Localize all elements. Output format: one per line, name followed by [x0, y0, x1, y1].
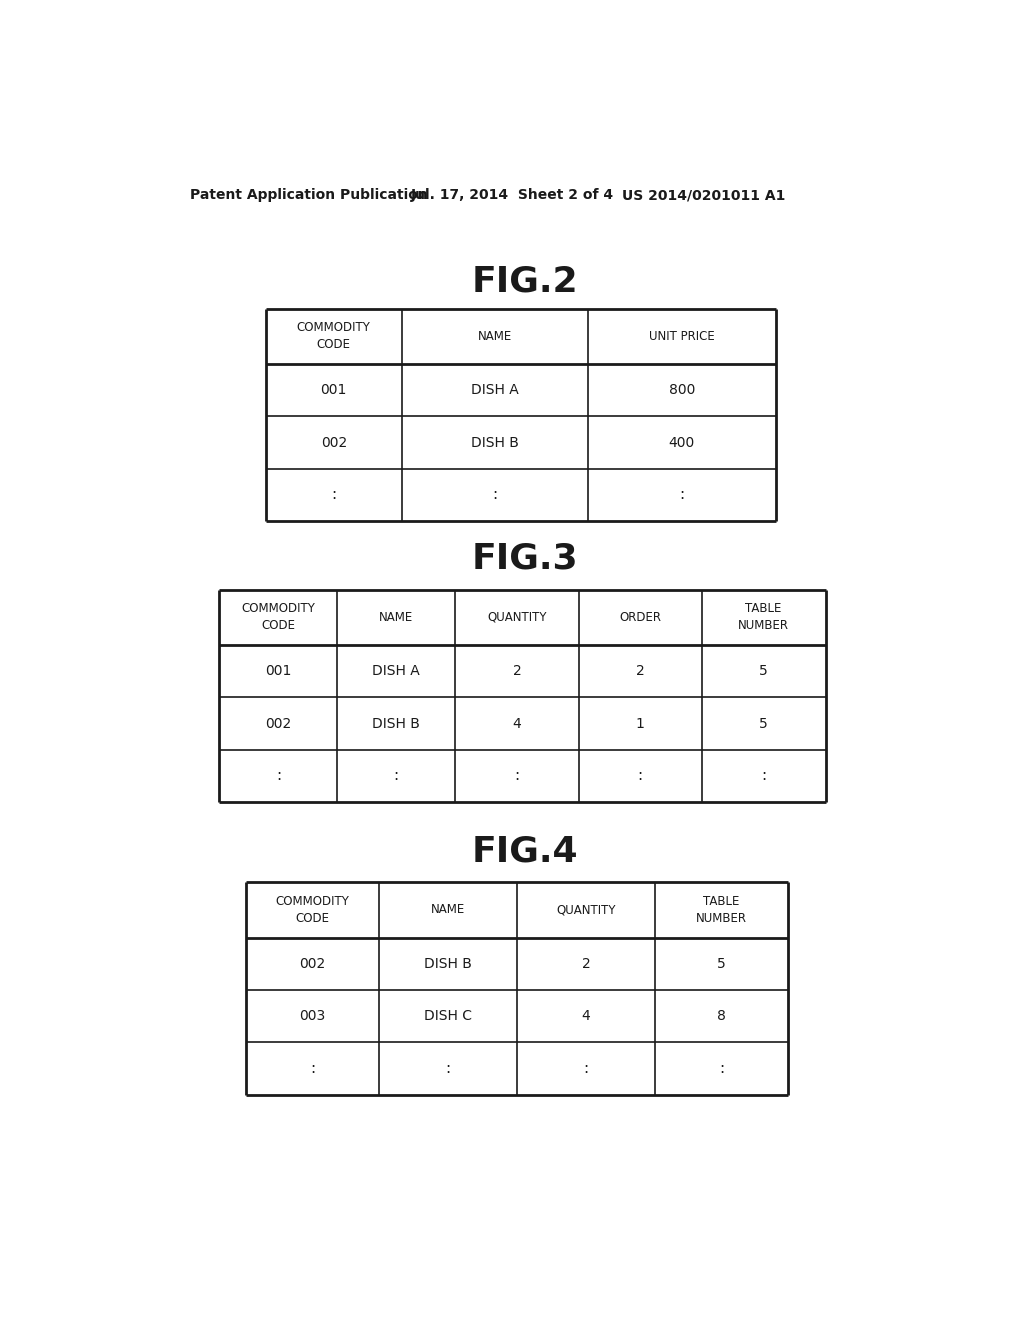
Text: DISH B: DISH B: [471, 436, 518, 450]
Text: Patent Application Publication: Patent Application Publication: [190, 189, 428, 202]
Text: 4: 4: [513, 717, 521, 730]
Text: 003: 003: [299, 1010, 326, 1023]
Text: :: :: [310, 1061, 315, 1076]
Text: DISH A: DISH A: [471, 383, 518, 397]
Text: 5: 5: [717, 957, 726, 970]
Text: :: :: [514, 768, 519, 784]
Text: 800: 800: [669, 383, 695, 397]
Text: FIG.3: FIG.3: [471, 541, 579, 576]
Text: TABLE
NUMBER: TABLE NUMBER: [696, 895, 748, 925]
Text: FIG.2: FIG.2: [471, 264, 579, 298]
Text: :: :: [719, 1061, 724, 1076]
Text: 4: 4: [582, 1010, 591, 1023]
Text: 5: 5: [759, 664, 768, 678]
Text: 001: 001: [321, 383, 347, 397]
Text: :: :: [761, 768, 766, 784]
Text: :: :: [331, 487, 336, 503]
Text: :: :: [445, 1061, 451, 1076]
Text: 8: 8: [717, 1010, 726, 1023]
Text: COMMODITY
CODE: COMMODITY CODE: [297, 321, 371, 351]
Text: NAME: NAME: [477, 330, 512, 343]
Text: ORDER: ORDER: [620, 611, 662, 624]
Text: :: :: [679, 487, 684, 503]
Text: US 2014/0201011 A1: US 2014/0201011 A1: [623, 189, 785, 202]
Text: DISH A: DISH A: [373, 664, 420, 678]
Text: DISH B: DISH B: [372, 717, 420, 730]
Text: UNIT PRICE: UNIT PRICE: [649, 330, 715, 343]
Text: :: :: [492, 487, 497, 503]
Text: 5: 5: [759, 717, 768, 730]
Text: 2: 2: [513, 664, 521, 678]
Text: NAME: NAME: [431, 903, 465, 916]
Text: TABLE
NUMBER: TABLE NUMBER: [738, 602, 790, 632]
Text: FIG.4: FIG.4: [471, 834, 579, 869]
Text: DISH B: DISH B: [424, 957, 472, 970]
Text: QUANTITY: QUANTITY: [556, 903, 615, 916]
Text: COMMODITY
CODE: COMMODITY CODE: [242, 602, 315, 632]
Text: 2: 2: [636, 664, 645, 678]
Text: :: :: [393, 768, 398, 784]
Text: 002: 002: [299, 957, 326, 970]
Text: QUANTITY: QUANTITY: [487, 611, 547, 624]
Text: 1: 1: [636, 717, 645, 730]
Text: :: :: [638, 768, 643, 784]
Text: COMMODITY
CODE: COMMODITY CODE: [275, 895, 349, 925]
Text: DISH C: DISH C: [424, 1010, 472, 1023]
Text: 002: 002: [265, 717, 292, 730]
Text: Jul. 17, 2014  Sheet 2 of 4: Jul. 17, 2014 Sheet 2 of 4: [411, 189, 614, 202]
Text: 400: 400: [669, 436, 695, 450]
Text: NAME: NAME: [379, 611, 414, 624]
Text: 2: 2: [582, 957, 591, 970]
Text: :: :: [584, 1061, 589, 1076]
Text: 001: 001: [265, 664, 292, 678]
Text: :: :: [275, 768, 281, 784]
Text: 002: 002: [321, 436, 347, 450]
